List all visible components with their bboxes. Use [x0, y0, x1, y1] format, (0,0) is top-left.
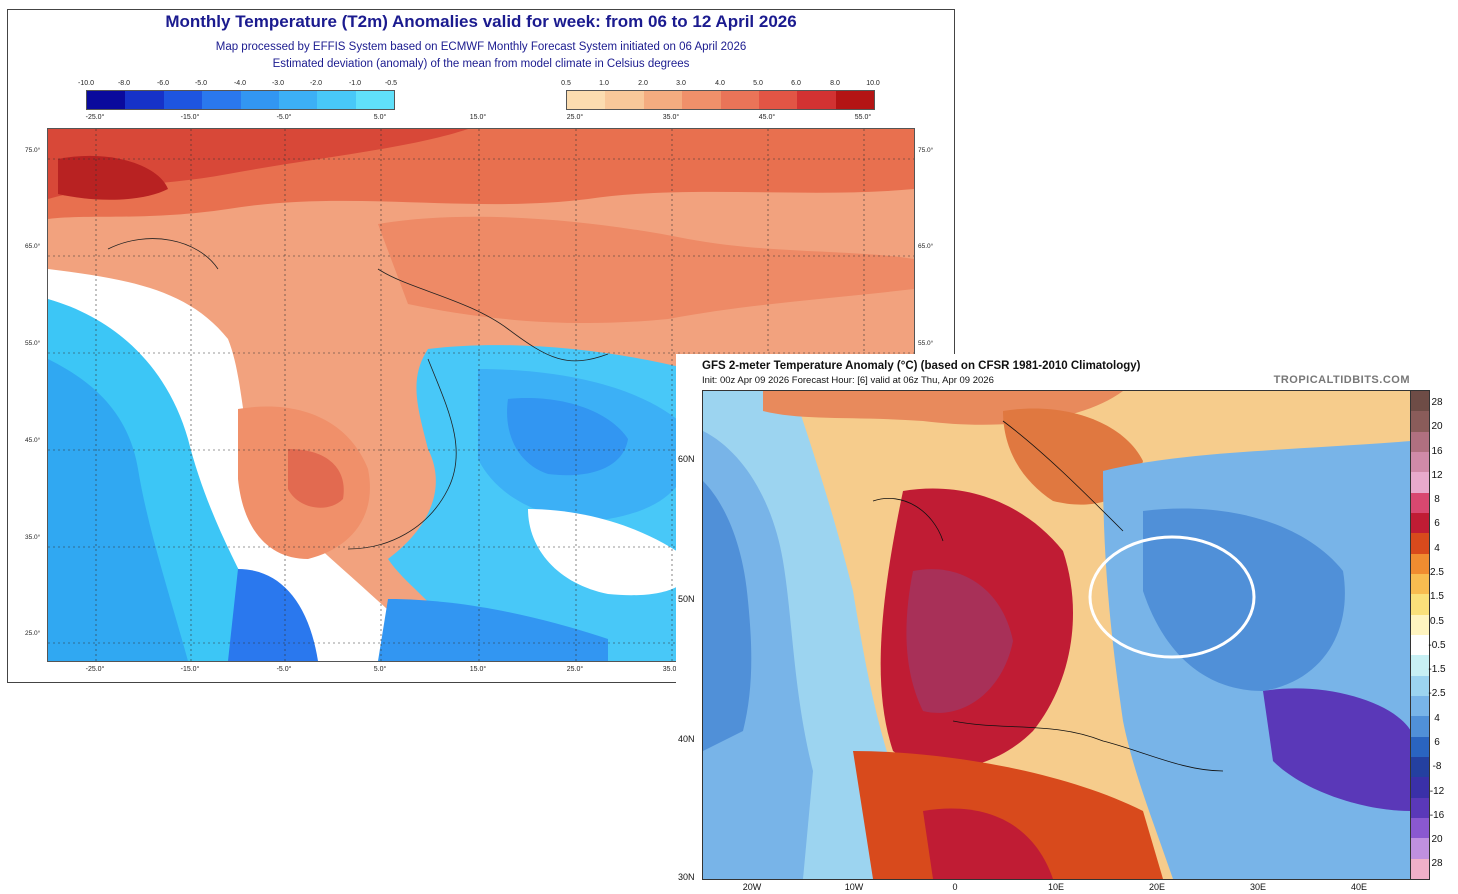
gfs-map-graphic — [703, 391, 1411, 879]
top-lon-label: 25.0° — [566, 114, 584, 121]
cb-label: 20 — [1431, 421, 1443, 432]
cb-label: 28 — [1431, 858, 1443, 869]
cold-tick: -5.0 — [194, 80, 208, 87]
cold-tick: -6.0 — [156, 80, 170, 87]
lat-label: 55.0° — [25, 340, 41, 347]
gfs-subtitle: Init: 00z Apr 09 2026 Forecast Hour: [6]… — [702, 375, 994, 386]
cold-tick: -10.0 — [78, 80, 94, 87]
warm-tick: 3.0 — [676, 80, 686, 87]
warm-tick: 1.0 — [599, 80, 609, 87]
cb-label: -8 — [1432, 761, 1442, 772]
top-lon-label: 35.0° — [662, 114, 680, 121]
bottom-lon-label: 35.0° — [662, 666, 680, 673]
gfs-lon-label: 20E — [1148, 882, 1166, 892]
gfs-lon-label: 10E — [1047, 882, 1065, 892]
highlight-ellipse — [1088, 535, 1256, 659]
lat-label: 25.0° — [25, 630, 41, 637]
ecmwf-subtitle-1: Map processed by EFFIS System based on E… — [215, 41, 747, 53]
cb-label: -12 — [1429, 786, 1445, 797]
gfs-lon-label: 10W — [844, 882, 864, 892]
cb-label: 8 — [1434, 494, 1440, 505]
gfs-lon-label: 20W — [742, 882, 762, 892]
cold-tick: -2.0 — [309, 80, 323, 87]
cold-tick: -3.0 — [271, 80, 285, 87]
warm-tick: 4.0 — [715, 80, 725, 87]
cb-label: 1.5 — [1430, 591, 1444, 602]
gfs-lat-label: 60N — [678, 454, 695, 464]
cb-label: 4 — [1434, 543, 1440, 554]
ecmwf-cold-colorbar — [86, 90, 395, 110]
warm-tick: 5.0 — [753, 80, 763, 87]
lat-label-right: 65.0° — [918, 243, 934, 250]
cb-label: 6 — [1434, 518, 1440, 529]
top-lon-label: 5.0° — [373, 114, 387, 121]
gfs-lon-label: 30E — [1249, 882, 1267, 892]
warm-tick: 8.0 — [830, 80, 840, 87]
gfs-lat-label: 50N — [678, 594, 695, 604]
lat-label: 65.0° — [25, 243, 41, 250]
cold-tick: -4.0 — [233, 80, 247, 87]
cb-label: -0.5 — [1428, 640, 1446, 651]
top-lon-label: -5.0° — [276, 114, 292, 121]
warm-tick: 10.0 — [866, 80, 880, 87]
cb-label: -16 — [1429, 810, 1445, 821]
bottom-lon-label: -25.0° — [85, 666, 105, 673]
bottom-lon-label: 15.0° — [469, 666, 487, 673]
lat-label: 75.0° — [25, 147, 41, 154]
gfs-lat-label: 40N — [678, 734, 695, 744]
gfs-colorbar — [1410, 390, 1430, 880]
ecmwf-title: Monthly Temperature (T2m) Anomalies vali… — [165, 12, 797, 31]
lat-label: 35.0° — [25, 534, 41, 541]
cold-tick: -1.0 — [348, 80, 362, 87]
top-lon-label: 55.0° — [854, 114, 872, 121]
top-lon-label: -25.0° — [85, 114, 105, 121]
lat-label: 45.0° — [25, 437, 41, 444]
cb-label: 28 — [1431, 397, 1443, 408]
bottom-lon-label: -5.0° — [276, 666, 292, 673]
top-lon-label: 45.0° — [758, 114, 776, 121]
cb-label: -2.5 — [1428, 688, 1446, 699]
top-lon-label: 15.0° — [469, 114, 487, 121]
warm-tick: 2.0 — [638, 80, 648, 87]
gfs-title: GFS 2-meter Temperature Anomaly (°C) (ba… — [702, 360, 1141, 372]
gfs-lat-label: 30N — [678, 872, 695, 882]
gfs-lon-label: 0 — [952, 882, 958, 892]
cb-label: -1.5 — [1428, 664, 1446, 675]
gfs-map-panel: GFS 2-meter Temperature Anomaly (°C) (ba… — [676, 354, 1458, 894]
cb-label: 20 — [1431, 834, 1443, 845]
cb-label: 6 — [1434, 737, 1440, 748]
bottom-lon-label: 25.0° — [566, 666, 584, 673]
cold-tick: -0.5 — [384, 80, 398, 87]
cold-tick: -8.0 — [117, 80, 131, 87]
cb-label: 12 — [1431, 470, 1443, 481]
warm-tick: 6.0 — [791, 80, 801, 87]
ecmwf-warm-colorbar — [566, 90, 875, 110]
bottom-lon-label: 5.0° — [373, 666, 387, 673]
bottom-lon-label: -15.0° — [180, 666, 200, 673]
top-lon-label: -15.0° — [180, 114, 200, 121]
cb-label: 0.5 — [1430, 616, 1444, 627]
lat-label-right: 75.0° — [918, 147, 934, 154]
cb-label: 4 — [1434, 713, 1440, 724]
gfs-lon-label: 40E — [1350, 882, 1368, 892]
gfs-anomaly-map — [702, 390, 1412, 880]
cb-label: 2.5 — [1430, 567, 1444, 578]
lat-label-right: 55.0° — [918, 340, 934, 347]
ecmwf-subtitle-2: Estimated deviation (anomaly) of the mea… — [272, 58, 690, 70]
warm-tick: 0.5 — [561, 80, 571, 87]
cb-label: 16 — [1431, 446, 1443, 457]
tropicaltidbits-logo: TROPICALTIDBITS.COM — [1273, 374, 1410, 386]
